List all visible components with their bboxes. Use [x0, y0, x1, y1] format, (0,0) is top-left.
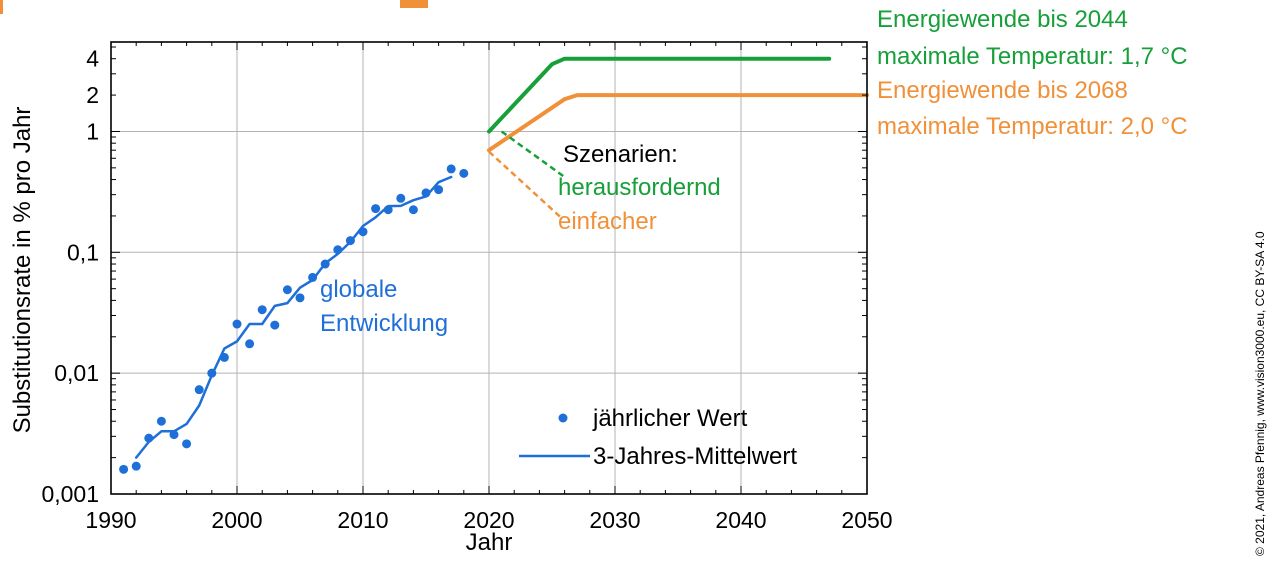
scenario-line — [487, 56, 832, 134]
x-axis-title: Jahr — [466, 529, 513, 556]
data-point — [119, 464, 129, 474]
annotation-orange-temperature: maximale Temperatur: 2,0 °C — [877, 113, 1188, 140]
grid-layer — [111, 42, 867, 494]
data-point — [131, 461, 141, 471]
data-point — [194, 385, 204, 395]
x-tick-label: 2010 — [337, 507, 388, 533]
y-tick-label: 0,001 — [41, 481, 99, 507]
data-point — [232, 319, 242, 329]
x-tick-label: 2040 — [715, 507, 766, 533]
data-point — [371, 204, 381, 214]
data-point — [396, 193, 406, 203]
y-tick-label: 0,01 — [54, 360, 99, 386]
x-tick-label: 2050 — [841, 507, 892, 533]
copyright-notice: © 2021, Andreas Pfennig, www.vision3000.… — [1253, 231, 1267, 556]
x-tick-label: 2000 — [211, 507, 262, 533]
data-point — [257, 305, 267, 315]
annotation-entwicklung: Entwicklung — [320, 310, 448, 337]
series-line-mean — [134, 175, 453, 459]
y-tick-label: 2 — [86, 82, 99, 108]
data-point — [270, 320, 280, 330]
cropped-title-fragment-2 — [400, 0, 428, 8]
data-point — [245, 339, 255, 349]
data-point — [408, 205, 418, 215]
legend: jährlicher Wert 3-Jahres-Mittelwert — [519, 405, 797, 470]
y-tick-label: 0,1 — [67, 239, 99, 265]
x-tick-label: 2020 — [463, 507, 514, 533]
y-axis-title: Substitutionsrate in % pro Jahr — [9, 107, 36, 434]
legend-label-line: 3-Jahres-Mittelwert — [593, 443, 797, 470]
data-point — [156, 416, 166, 426]
annotation-einfacher: einfacher — [558, 208, 657, 235]
data-point — [282, 285, 292, 295]
legend-point-marker — [558, 413, 568, 423]
data-point — [182, 439, 192, 449]
data-point — [459, 168, 469, 178]
label-layer: 1990 2000 2010 2020 2030 2040 2050 0,001 0,01 0,1… — [41, 46, 892, 533]
tick-layer — [110, 42, 868, 495]
data-point — [434, 185, 444, 195]
series-layer — [119, 56, 869, 474]
legend-label-points: jährlicher Wert — [592, 405, 748, 432]
x-tick-label: 1990 — [85, 507, 136, 533]
cropped-title-fragment — [0, 0, 3, 14]
y-tick-label: 1 — [86, 118, 99, 144]
annotation-orange-title: Energiewende bis 2068 — [877, 77, 1128, 104]
x-tick-label: 2030 — [589, 507, 640, 533]
annotation-herausfordernd: herausfordernd — [558, 174, 721, 201]
annotation-szenarien: Szenarien: — [563, 141, 678, 168]
data-point — [295, 293, 305, 303]
annotation-globale: globale — [320, 276, 397, 303]
y-tick-label: 4 — [86, 46, 99, 72]
scenario-dashed-line — [500, 130, 566, 179]
data-point — [446, 164, 456, 174]
scenario-dashed-line — [488, 150, 563, 220]
annotation-green-title: Energiewende bis 2044 — [877, 6, 1128, 33]
annotation-green-temperature: maximale Temperatur: 1,7 °C — [877, 43, 1188, 70]
scenario-line — [487, 93, 869, 153]
